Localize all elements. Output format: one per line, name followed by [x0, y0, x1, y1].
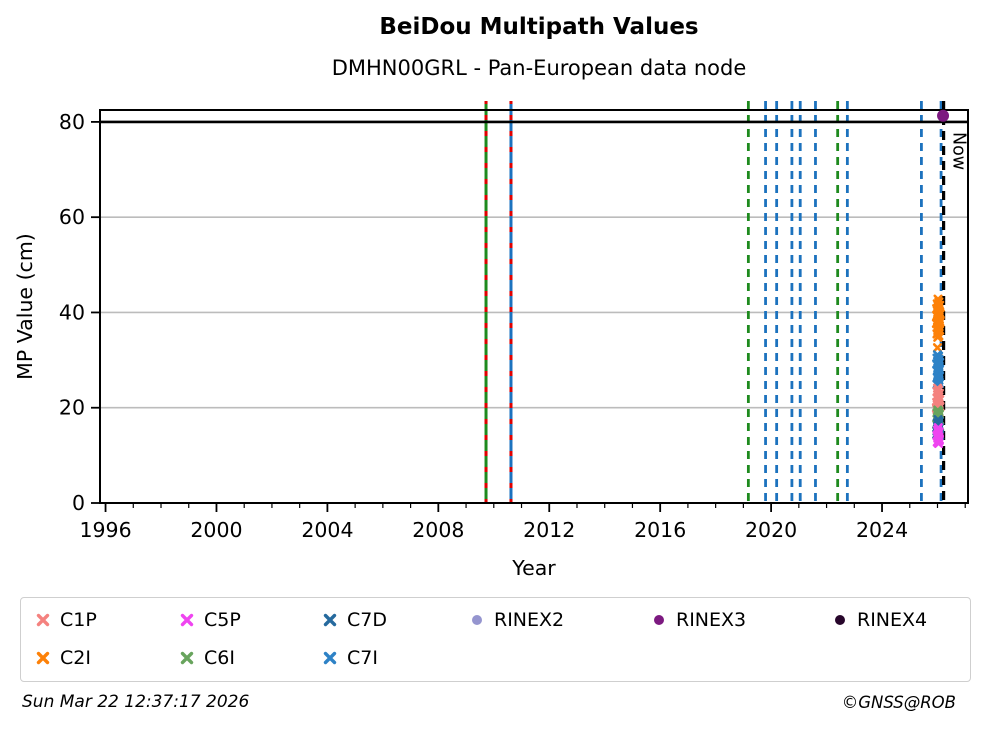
scatter-series-C5P	[932, 423, 945, 449]
plot-container: 1996 2000 2004 2008 2012 2016 2020 2024 0 20 40 60 8…	[13, 101, 969, 580]
chart-subtitle: DMHN00GRL - Pan-European data node	[331, 56, 747, 80]
x-axis-label: Year	[511, 556, 556, 580]
scatter-series-C2I	[931, 294, 945, 364]
data-point-C5P	[933, 426, 943, 437]
legend-label: C7D	[347, 609, 387, 631]
data-point-RINEX3	[937, 109, 950, 122]
event-lines	[484, 101, 943, 503]
data-point-C1P	[934, 389, 944, 399]
legend-item-c6i: C6I	[179, 644, 235, 672]
circle-marker-icon	[472, 615, 482, 625]
legend-item-c5p: C5P	[179, 606, 241, 634]
legend-item-c7d: C7D	[322, 606, 387, 634]
data-point-C2I	[934, 326, 944, 336]
legend-label: RINEX2	[494, 609, 565, 631]
y-tick-label: 60	[59, 205, 85, 229]
data-point-C2I	[932, 343, 943, 353]
x-tick-label: 2000	[190, 518, 242, 542]
plot-svg: 1996 2000 2004 2008 2012 2016 2020 2024 0 20 40 60 8…	[13, 101, 969, 580]
legend-label: C5P	[204, 609, 241, 631]
x-tick-label: 2012	[523, 518, 575, 542]
y-tick-label: 40	[59, 300, 85, 324]
legend-label: C7I	[347, 647, 378, 669]
x-tick-label: 2008	[412, 518, 464, 542]
x-tick-label: 2004	[301, 518, 353, 542]
legend-item-rinex4: RINEX4	[832, 606, 927, 634]
legend-label: RINEX4	[857, 609, 928, 631]
legend-item-c7i: C7I	[322, 644, 378, 672]
legend-item-rinex3: RINEX3	[651, 606, 746, 634]
legend: C1P C2I C5P C6I C7D C7I RINEX2 RINEX3 RINEX4	[20, 597, 971, 682]
x-tick-label: 2020	[745, 518, 797, 542]
legend-item-rinex2: RINEX2	[469, 606, 564, 634]
scatter-series-C7I	[932, 350, 945, 389]
x-marker-icon	[180, 613, 194, 627]
chart-title: BeiDou Multipath Values	[379, 14, 699, 40]
gridlines	[100, 216, 968, 409]
circle-marker-icon	[835, 615, 845, 625]
axes-frame	[99, 109, 969, 504]
legend-label: C6I	[204, 647, 235, 669]
x-tick-label: 2016	[634, 518, 686, 542]
scatter-series-RINEX3	[937, 109, 950, 122]
data-point-C5P	[934, 435, 944, 446]
x-marker-icon	[323, 651, 337, 665]
x-tick-label: 2024	[856, 518, 908, 542]
copyright: ©GNSS@ROB	[841, 693, 956, 712]
data-point-C7I	[934, 365, 944, 375]
data-point-C2I	[934, 318, 945, 328]
x-marker-icon	[36, 613, 50, 627]
y-tick-label: 0	[72, 491, 85, 515]
legend-label: C2I	[60, 647, 91, 669]
x-marker-icon	[180, 651, 194, 665]
x-marker-icon	[323, 613, 337, 627]
y-tick-label: 80	[59, 110, 85, 134]
y-tick-label: 20	[59, 396, 85, 420]
legend-item-c2i: C2I	[35, 644, 91, 672]
x-marker-icon	[36, 651, 50, 665]
legend-label: RINEX3	[676, 609, 747, 631]
legend-label: C1P	[60, 609, 97, 631]
data-point-C7I	[933, 354, 943, 364]
now-label: Now	[949, 132, 969, 170]
x-axis-ticks: 1996 2000 2004 2008 2012 2016 2020 2024	[79, 503, 966, 542]
y-axis-label: MP Value (cm)	[13, 233, 37, 380]
circle-marker-icon	[654, 615, 664, 625]
y-axis-ticks: 0 20 40 60 80	[59, 110, 100, 515]
data-point-C2I	[932, 304, 942, 315]
timestamp: Sun Mar 22 12:37:17 2026	[22, 692, 250, 712]
legend-item-c1p: C1P	[35, 606, 97, 634]
x-tick-label: 1996	[79, 518, 131, 542]
